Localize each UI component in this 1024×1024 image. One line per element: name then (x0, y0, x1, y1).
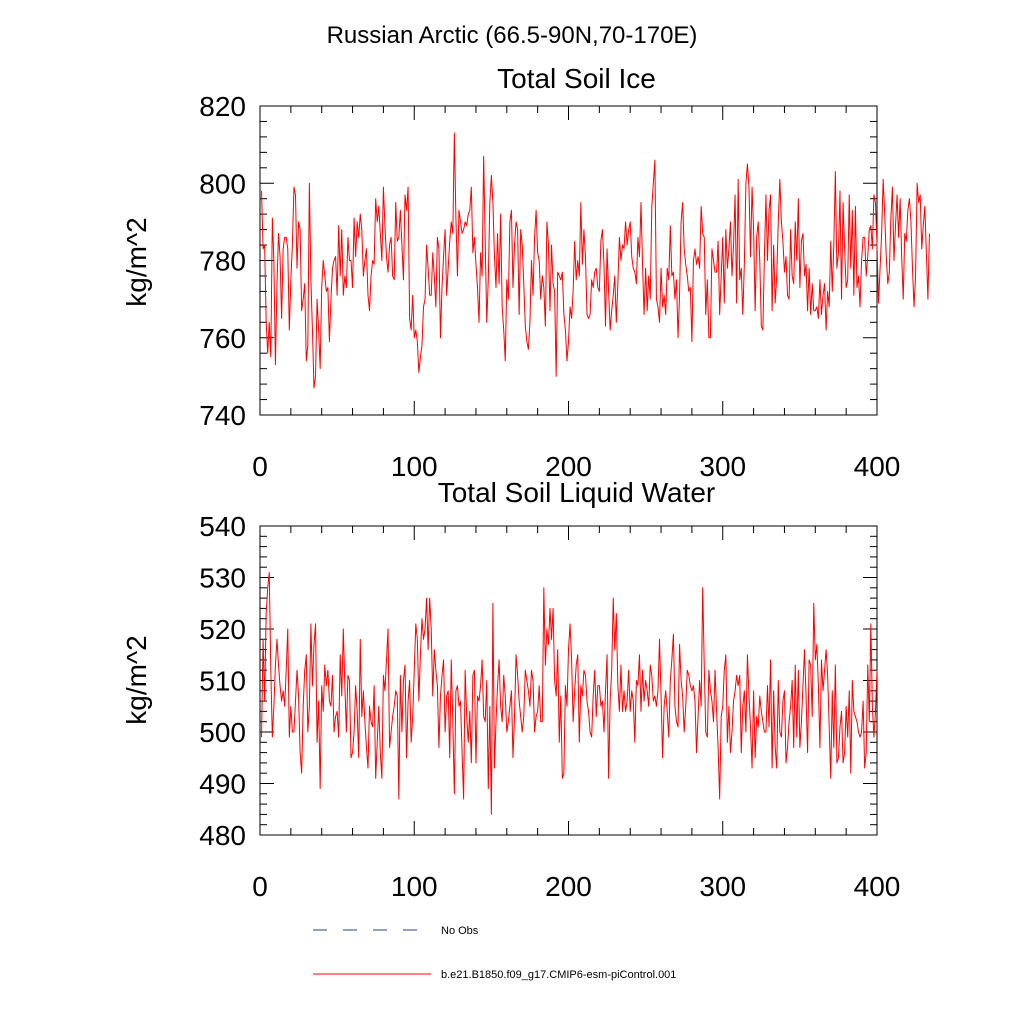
y-tick-label: 530 (199, 563, 246, 594)
x-tick-label: 0 (252, 871, 268, 902)
series-line (261, 571, 878, 815)
x-tick-label: 100 (391, 871, 438, 902)
x-tick-label: 400 (854, 871, 901, 902)
chart-title: Total Soil Ice (497, 63, 656, 94)
y-tick-label: 520 (199, 614, 246, 645)
x-tick-label: 0 (252, 451, 268, 482)
y-tick-label: 800 (199, 168, 246, 199)
y-tick-label: 780 (199, 246, 246, 277)
x-tick-label: 200 (545, 871, 592, 902)
legend: No Obs b.e21.B1850.f09_g17.CMIP6-esm-piC… (313, 925, 676, 981)
y-axis-label: kg/m^2 (121, 217, 152, 306)
y-tick-label: 480 (199, 820, 246, 851)
legend-model-label: b.e21.B1850.f09_g17.CMIP6-esm-piControl.… (441, 969, 676, 981)
y-tick-label: 500 (199, 717, 246, 748)
chart-panel-total-soil-liquid-water: Total Soil Liquid Water kg/m^2 0 100 200 300 4… (121, 477, 900, 902)
x-tick-label: 300 (699, 871, 746, 902)
y-axis-label: kg/m^2 (121, 635, 152, 724)
plot-frame (259, 105, 878, 416)
y-tick-label: 760 (199, 323, 246, 354)
x-tick-label: 300 (699, 451, 746, 482)
y-tick-label: 820 (199, 91, 246, 122)
plot-frame (259, 525, 878, 836)
x-tick-label: 200 (545, 451, 592, 482)
series-line (261, 132, 930, 389)
chart-panel-total-soil-ice: Total Soil Ice kg/m^2 0 100 200 300 400 740 760 7… (121, 63, 930, 482)
y-tick-label: 540 (199, 511, 246, 542)
y-tick-label: 740 (199, 400, 246, 431)
legend-obs-label: No Obs (441, 925, 479, 937)
x-tick-label: 400 (854, 451, 901, 482)
chart-title: Total Soil Liquid Water (438, 477, 716, 508)
x-tick-label: 100 (391, 451, 438, 482)
y-tick-label: 510 (199, 666, 246, 697)
figure-title: Russian Arctic (66.5-90N,70-170E) (327, 22, 698, 49)
y-tick-label: 490 (199, 769, 246, 800)
